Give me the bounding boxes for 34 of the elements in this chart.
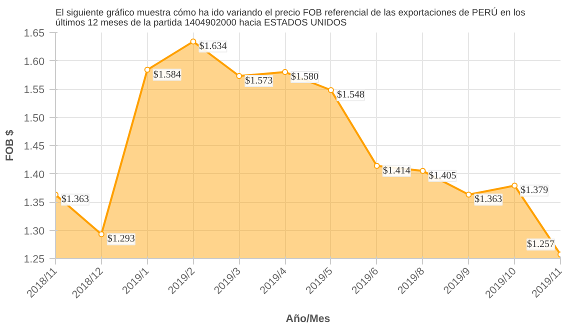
- point: [466, 192, 472, 198]
- data-label: $1.379: [520, 185, 548, 196]
- data-label: $1.405: [428, 170, 456, 182]
- y-axis-title: FOB $: [4, 130, 16, 162]
- point: [282, 69, 288, 76]
- y-tick-label: 1.30: [24, 225, 45, 238]
- data-label: $1.584: [153, 69, 181, 80]
- x-axis-title: Año/Mes: [286, 313, 330, 326]
- data-label: $1.548: [336, 90, 364, 101]
- y-tick-label: 1.45: [24, 140, 45, 152]
- data-label: $1.363: [474, 194, 502, 206]
- y-tick-label: 1.65: [24, 28, 45, 40]
- point: [190, 38, 196, 45]
- point: [512, 182, 518, 189]
- y-tick-label: 1.60: [24, 56, 45, 68]
- data-label: $1.257: [527, 239, 554, 250]
- data-label: $1.634: [199, 41, 227, 52]
- point: [420, 168, 426, 174]
- y-tick-label: 1.25: [24, 254, 45, 266]
- y-tick-label: 1.40: [24, 168, 45, 181]
- point: [236, 73, 242, 79]
- chart-title: El siguiente gráfico muestra cómo ha ido variando el precio FOB referencial de las exportaciones de PERÚ en los últimos 12 meses de la partida 1404902000 hacia ESTADOS UNIDOS: [56, 6, 526, 28]
- point: [98, 231, 104, 238]
- data-label: $1.293: [107, 234, 135, 245]
- y-tick-label: 1.35: [24, 197, 45, 209]
- point: [328, 87, 334, 94]
- y-tick-label: 1.55: [24, 84, 45, 96]
- point: [374, 162, 380, 169]
- point: [144, 66, 150, 73]
- y-tick-label: 1.50: [24, 112, 45, 124]
- data-label: $1.580: [291, 72, 319, 83]
- data-label: $1.363: [62, 194, 89, 206]
- data-label: $1.573: [245, 76, 273, 87]
- data-label: $1.414: [382, 165, 410, 176]
